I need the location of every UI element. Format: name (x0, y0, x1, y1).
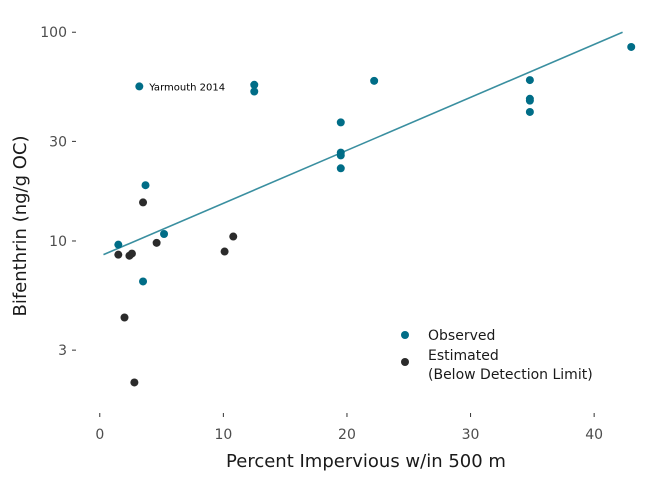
observed-point (525, 107, 534, 116)
estimated-point (114, 250, 123, 259)
x-tick-label: 10 (214, 427, 232, 443)
observed-point (525, 76, 534, 85)
y-tick-label: 30 (49, 134, 67, 150)
estimated-point (130, 378, 139, 387)
x-tick-label: 20 (338, 427, 356, 443)
y-tick-label: 100 (40, 25, 67, 41)
estimated-point (127, 249, 136, 258)
estimated-point (120, 313, 129, 322)
legend-label: Estimated (428, 348, 499, 364)
observed-point (114, 240, 123, 249)
observed-point (250, 80, 259, 89)
estimated-point (152, 238, 161, 247)
observed-point (250, 87, 259, 96)
point-annotation: Yarmouth 2014 (148, 82, 225, 93)
x-tick-label: 0 (95, 427, 104, 443)
legend-entry: Observed (401, 328, 495, 344)
legend-label: Observed (428, 328, 495, 344)
y-axis-title: Bifenthrin (ng/g OC) (10, 136, 31, 317)
estimated-point (229, 232, 238, 241)
x-axis-title: Percent Impervious w/in 500 m (226, 451, 506, 472)
observed-point (160, 230, 169, 239)
observed-point (336, 151, 345, 160)
observed-point (139, 277, 148, 286)
observed-point (141, 181, 150, 190)
observed-point (336, 164, 345, 173)
observed-point (627, 42, 636, 51)
legend-label: (Below Detection Limit) (428, 367, 593, 383)
x-tick-label: 30 (462, 427, 480, 443)
estimated-point (220, 247, 229, 256)
observed-point (336, 118, 345, 127)
y-tick-label: 10 (49, 234, 67, 250)
legend-key (401, 331, 409, 339)
estimated-point (139, 198, 148, 207)
legend-entry: Estimated (Below Detection Limit) (401, 348, 593, 383)
trend-line (103, 31, 623, 256)
y-tick-label: 3 (58, 343, 67, 359)
x-tick-label: 40 (585, 427, 603, 443)
observed-point (525, 96, 534, 105)
observed-point (135, 82, 144, 91)
observed-point (370, 76, 379, 85)
legend-key (401, 358, 409, 366)
